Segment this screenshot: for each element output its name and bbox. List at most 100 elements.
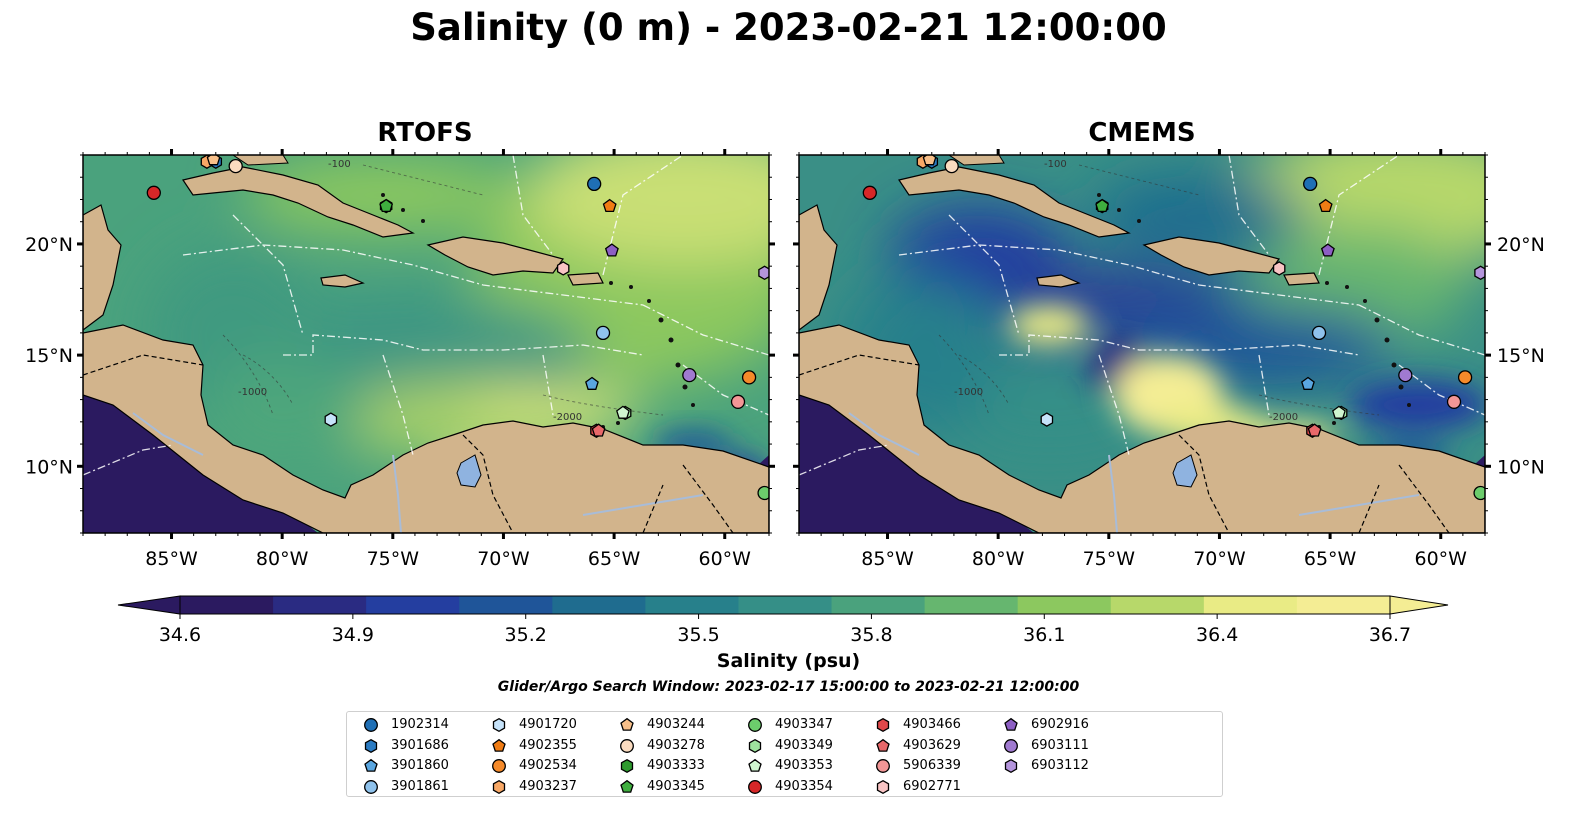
legend-label: 3901861 — [391, 778, 449, 794]
float-marker-4903353 — [616, 405, 630, 419]
colorbar-label: Salinity (psu) — [716, 650, 861, 672]
legend-marker-pentagon — [364, 758, 378, 772]
legend-marker-icon — [492, 717, 506, 733]
float-marker-4901720 — [324, 412, 338, 427]
legend-label: 4903345 — [647, 778, 705, 794]
float-marker-4903347 — [1473, 485, 1485, 501]
colorbar-tick-label: 36.4 — [1196, 624, 1238, 645]
colorbar-tick-label: 34.6 — [159, 624, 201, 645]
legend-marker-circle — [876, 759, 890, 773]
lon-tick-label: 70°W — [1193, 548, 1246, 570]
legend-marker-circle — [364, 779, 378, 794]
float-marker-6903112 — [758, 265, 769, 281]
legend-marker-pentagon — [1004, 717, 1018, 731]
colorbar-segment — [924, 596, 1019, 614]
legend-marker-circle — [1004, 738, 1018, 753]
legend-label: 4903278 — [647, 737, 705, 753]
lon-tick-label: 75°W — [1083, 548, 1136, 570]
float-marker-5906339 — [1446, 394, 1462, 409]
legend-marker-icon — [876, 717, 890, 733]
legend-marker-icon — [1004, 717, 1018, 731]
legend-marker-icon — [492, 759, 506, 773]
legend-marker-icon — [492, 779, 506, 794]
legend-label: 4903466 — [903, 717, 961, 732]
float-marker-4903629 — [591, 423, 606, 437]
legend-marker-icon — [876, 779, 890, 794]
legend-marker-icon — [1004, 738, 1018, 753]
legend-marker-circle — [492, 759, 506, 773]
colorbar-segment — [459, 596, 553, 614]
float-marker-4902534 — [1457, 370, 1473, 385]
legend-marker-icon — [876, 759, 890, 773]
float-marker-6903111 — [1398, 367, 1413, 383]
colorbar-segment — [738, 596, 833, 614]
colorbar-tick-label: 36.7 — [1369, 624, 1411, 645]
legend-marker-icon — [492, 738, 506, 752]
legend-marker-circle — [620, 738, 634, 753]
float-marker-4903278 — [944, 158, 959, 174]
float-marker-3901861 — [595, 325, 611, 341]
legend-marker-hexagon — [364, 738, 378, 753]
float-marker-4903347 — [757, 485, 769, 501]
float-marker-4902355 — [602, 198, 617, 213]
float-legend: 1902314 3901686 3901860 3901861 4901720 49023… — [346, 711, 1223, 797]
rtofs-map-panel: -100 -1000 -2000 — [83, 155, 769, 533]
float-marker-3901860 — [585, 376, 599, 390]
legend-marker-icon — [620, 717, 634, 731]
colorbar-tick-label: 34.9 — [332, 624, 374, 645]
legend-label: 4903354 — [775, 778, 833, 794]
legend-label: 4903347 — [775, 717, 833, 732]
lon-tick-label: 60°W — [1415, 548, 1468, 570]
legend-marker-icon — [620, 779, 634, 793]
float-marker-4902355 — [1318, 198, 1333, 213]
rtofs-map-frame — [82, 154, 770, 534]
legend-marker-pentagon — [620, 779, 634, 793]
lon-tick-label: 85°W — [145, 548, 198, 570]
colorbar-segment — [1203, 596, 1298, 614]
float-marker-4902534 — [741, 370, 757, 385]
legend-marker-icon — [364, 718, 378, 732]
colorbar-segment — [1017, 596, 1112, 614]
contour-label: -2000 — [1269, 412, 1298, 423]
lon-tick-label: 85°W — [861, 548, 914, 570]
rtofs-panel-title: RTOFS — [377, 118, 473, 148]
legend-label: 1902314 — [391, 717, 449, 732]
lat-tick-label: 15°N — [1497, 345, 1545, 367]
legend-marker-icon — [748, 779, 762, 794]
lon-tick-label: 70°W — [477, 548, 530, 570]
legend-marker-icon — [364, 779, 378, 794]
legend-marker-circle — [748, 718, 762, 732]
colorbar-segment — [366, 596, 460, 614]
legend-label: 6903111 — [1031, 737, 1089, 753]
float-markers — [862, 155, 1485, 501]
legend-marker-circle — [748, 779, 762, 794]
colorbar-segment — [1296, 596, 1391, 614]
salinity-colorbar: 34.6 34.9 35.2 35.5 35.8 36.1 36.4 36.7 — [117, 595, 1449, 645]
legend-label: 6902771 — [903, 778, 961, 794]
legend-marker-pentagon — [876, 738, 890, 752]
legend-marker-pentagon — [620, 717, 634, 731]
colorbar-segment — [645, 596, 739, 614]
float-marker-4903354 — [862, 185, 877, 200]
legend-marker-pentagon — [492, 738, 506, 752]
float-marker-4903345 — [379, 198, 394, 213]
legend-label: 4903237 — [519, 778, 577, 794]
legend-marker-icon — [1004, 758, 1018, 774]
legend-label: 4903353 — [775, 758, 833, 773]
contour-label: -100 — [328, 159, 351, 170]
float-marker-6902916 — [604, 243, 619, 257]
float-marker-4903345 — [1095, 198, 1110, 213]
contour-label: -1000 — [238, 387, 267, 398]
float-marker-1902314 — [587, 176, 602, 192]
colorbar-tick-label: 36.1 — [1023, 624, 1065, 645]
contour-label: -2000 — [553, 412, 582, 423]
map-figure: -100 -1000 -2000 — [25, 149, 1545, 645]
colorbar-segment — [552, 596, 646, 614]
legend-label: 4903244 — [647, 717, 705, 732]
legend-marker-hexagon — [492, 717, 506, 733]
float-marker-4903629 — [1307, 423, 1322, 437]
float-marker-4903244 — [922, 155, 937, 166]
legend-marker-icon — [876, 738, 890, 752]
lat-tick-label: 10°N — [25, 456, 73, 478]
lon-tick-label: 75°W — [367, 548, 420, 570]
